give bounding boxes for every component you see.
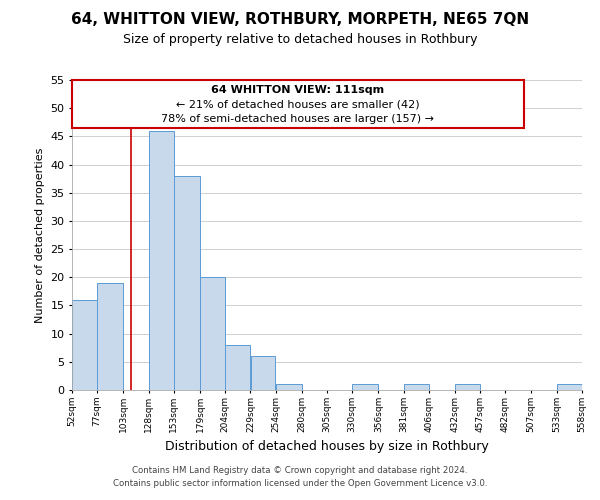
FancyBboxPatch shape	[72, 80, 524, 128]
Bar	[352, 384, 378, 390]
Bar	[149, 130, 173, 390]
Bar	[557, 384, 582, 390]
Bar	[455, 384, 480, 390]
Bar	[97, 283, 123, 390]
Y-axis label: Number of detached properties: Number of detached properties	[35, 148, 44, 322]
X-axis label: Distribution of detached houses by size in Rothbury: Distribution of detached houses by size …	[165, 440, 489, 454]
Text: 64 WHITTON VIEW: 111sqm: 64 WHITTON VIEW: 111sqm	[211, 84, 385, 94]
Bar	[226, 345, 250, 390]
Text: Contains HM Land Registry data © Crown copyright and database right 2024.
Contai: Contains HM Land Registry data © Crown c…	[113, 466, 487, 487]
Bar	[174, 176, 200, 390]
Bar	[72, 300, 97, 390]
Text: Size of property relative to detached houses in Rothbury: Size of property relative to detached ho…	[123, 32, 477, 46]
Text: 64, WHITTON VIEW, ROTHBURY, MORPETH, NE65 7QN: 64, WHITTON VIEW, ROTHBURY, MORPETH, NE6…	[71, 12, 529, 28]
Bar	[276, 384, 302, 390]
Bar	[251, 356, 275, 390]
Bar	[200, 278, 225, 390]
Text: ← 21% of detached houses are smaller (42): ← 21% of detached houses are smaller (42…	[176, 100, 419, 110]
Bar	[404, 384, 428, 390]
Text: 78% of semi-detached houses are larger (157) →: 78% of semi-detached houses are larger (…	[161, 114, 434, 124]
